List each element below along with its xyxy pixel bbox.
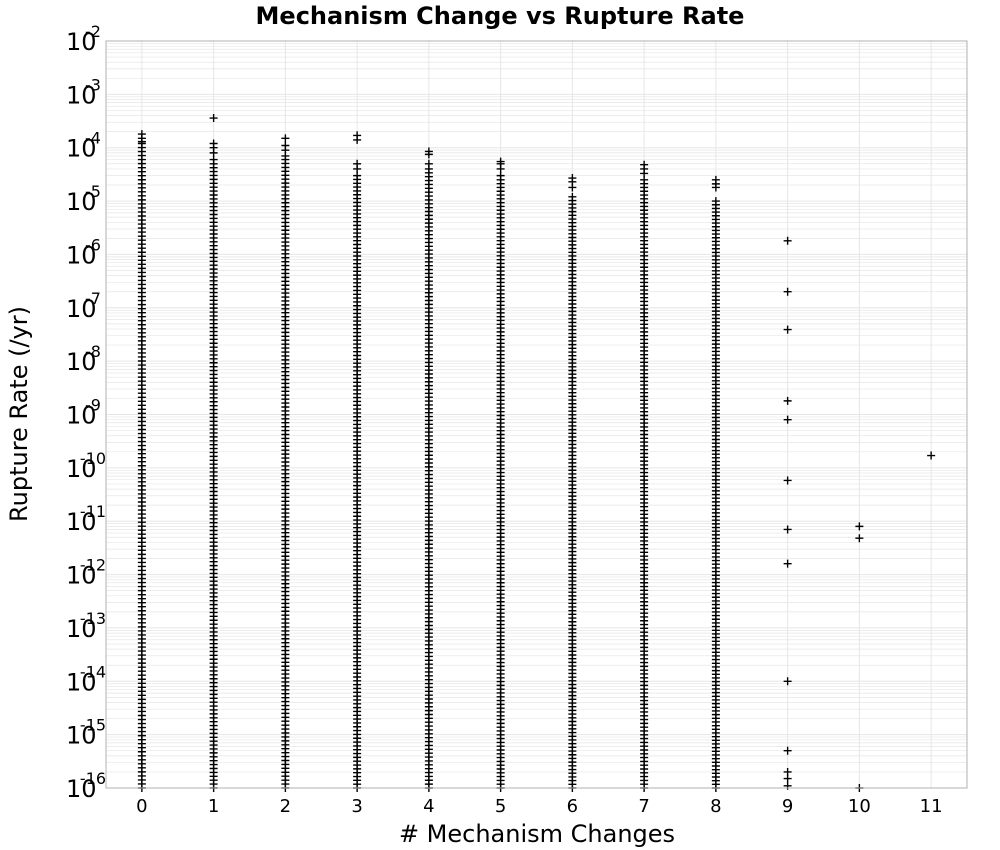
y-tick-label: 10-3 — [66, 75, 101, 109]
y-tick-base: 10 — [66, 28, 97, 56]
y-tick-exponent: -7 — [85, 289, 101, 308]
data-point — [783, 287, 792, 296]
data-point — [424, 159, 433, 168]
data-point — [927, 451, 936, 460]
x-axis-tick-labels: 0 1 2 3 4 5 6 7 8 9 10 11 — [136, 796, 942, 817]
y-tick-base: 10 — [66, 562, 97, 590]
data-point — [353, 164, 362, 173]
y-tick-exponent: -11 — [80, 502, 106, 521]
data-point — [855, 522, 864, 531]
y-tick-base: 10 — [66, 668, 97, 696]
y-tick-exponent: -2 — [85, 22, 101, 41]
data-point — [353, 171, 362, 180]
data-point — [783, 476, 792, 485]
data-point — [783, 325, 792, 334]
data-point — [281, 151, 290, 160]
x-tick-label: 7 — [638, 796, 649, 817]
y-tick-exponent: -6 — [85, 235, 101, 254]
y-tick-label: 10-14 — [66, 662, 106, 696]
y-tick-base: 10 — [66, 615, 97, 643]
y-tick-label: 10-16 — [66, 769, 106, 803]
y-tick-label: 10-15 — [66, 716, 106, 750]
y-tick-base: 10 — [66, 402, 97, 430]
data-point — [424, 150, 433, 159]
y-tick-base: 10 — [66, 775, 97, 803]
data-point — [137, 137, 146, 146]
data-point — [496, 171, 505, 180]
data-point — [711, 183, 720, 192]
x-tick-label: 0 — [136, 796, 147, 817]
y-tick-exponent: -4 — [85, 129, 101, 148]
data-point — [783, 396, 792, 405]
x-tick-label: 4 — [423, 796, 434, 817]
x-tick-label: 1 — [208, 796, 219, 817]
data-point — [353, 135, 362, 144]
y-axis-tick-labels: 10-210-310-410-510-610-710-810-910-1010-… — [66, 22, 106, 803]
y-tick-exponent: -16 — [80, 769, 106, 788]
y-tick-exponent: -13 — [80, 609, 106, 628]
x-tick-label: 5 — [495, 796, 506, 817]
y-tick-label: 10-7 — [66, 289, 101, 323]
data-point — [209, 155, 218, 164]
y-tick-exponent: -10 — [80, 449, 106, 468]
data-point — [783, 559, 792, 568]
y-tick-label: 10-2 — [66, 22, 101, 56]
data-point — [855, 534, 864, 543]
x-tick-label: 3 — [351, 796, 362, 817]
x-tick-label: 10 — [848, 796, 871, 817]
data-point — [568, 192, 577, 201]
y-tick-base: 10 — [66, 722, 97, 750]
data-point — [783, 746, 792, 755]
data-point — [783, 415, 792, 424]
y-tick-label: 10-10 — [66, 449, 106, 483]
y-tick-base: 10 — [66, 508, 97, 536]
y-axis-label: Rupture Rate (/yr) — [5, 306, 33, 522]
y-tick-base: 10 — [66, 455, 97, 483]
y-tick-label: 10-9 — [66, 396, 101, 430]
y-tick-exponent: -12 — [80, 556, 106, 575]
data-point — [711, 197, 720, 206]
y-tick-exponent: -5 — [85, 182, 101, 201]
x-tick-label: 9 — [782, 796, 793, 817]
y-tick-base: 10 — [66, 295, 97, 323]
y-tick-label: 10-6 — [66, 235, 101, 269]
plot-area-frame — [105, 40, 968, 789]
data-point — [783, 677, 792, 686]
y-tick-label: 10-11 — [66, 502, 106, 536]
chart-title: Mechanism Change vs Rupture Rate — [256, 2, 745, 30]
x-tick-label: 8 — [710, 796, 721, 817]
x-tick-label: 11 — [920, 796, 943, 817]
y-tick-label: 10-12 — [66, 556, 106, 590]
data-point — [281, 134, 290, 143]
data-point — [568, 183, 577, 192]
y-tick-label: 10-8 — [66, 342, 101, 376]
y-tick-exponent: -3 — [85, 75, 101, 94]
y-tick-base: 10 — [66, 81, 97, 109]
data-point — [783, 774, 792, 783]
data-point — [209, 114, 218, 123]
y-tick-exponent: -9 — [85, 396, 101, 415]
data-point — [640, 169, 649, 178]
x-axis-label: # Mechanism Changes — [399, 820, 675, 848]
y-tick-base: 10 — [66, 241, 97, 269]
y-tick-label: 10-4 — [66, 129, 101, 163]
data-point — [783, 236, 792, 245]
y-tick-base: 10 — [66, 348, 97, 376]
y-tick-exponent: -14 — [80, 662, 106, 681]
y-tick-label: 10-5 — [66, 182, 101, 216]
y-tick-base: 10 — [66, 135, 97, 163]
data-point — [783, 525, 792, 534]
y-tick-base: 10 — [66, 188, 97, 216]
x-tick-label: 2 — [280, 796, 291, 817]
y-tick-exponent: -8 — [85, 342, 101, 361]
y-tick-exponent: -15 — [80, 716, 106, 735]
y-tick-label: 10-13 — [66, 609, 106, 643]
x-tick-label: 6 — [567, 796, 578, 817]
data-points — [137, 114, 936, 792]
